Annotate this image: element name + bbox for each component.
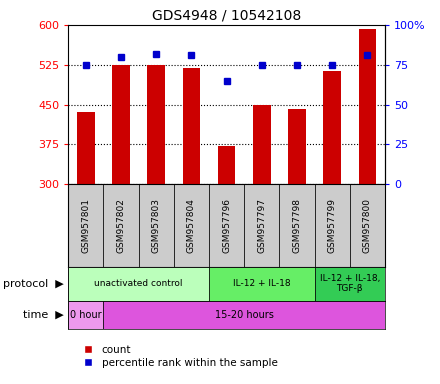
Bar: [68, 184, 103, 267]
Bar: [103, 301, 385, 329]
Bar: [244, 184, 279, 267]
Text: IL-12 + IL-18: IL-12 + IL-18: [233, 279, 290, 288]
Bar: [139, 184, 174, 267]
Text: IL-12 + IL-18,
TGF-β: IL-12 + IL-18, TGF-β: [319, 274, 380, 293]
Bar: [350, 184, 385, 267]
Bar: [209, 267, 315, 301]
Text: GSM957797: GSM957797: [257, 198, 266, 253]
Text: GSM957801: GSM957801: [81, 198, 90, 253]
Bar: [183, 68, 200, 184]
Bar: [359, 29, 376, 184]
Bar: [323, 71, 341, 184]
Bar: [68, 301, 103, 329]
Text: 15-20 hours: 15-20 hours: [215, 310, 274, 320]
Bar: [253, 104, 271, 184]
Bar: [112, 65, 130, 184]
Bar: [174, 184, 209, 267]
Text: 0 hour: 0 hour: [70, 310, 102, 320]
Text: GSM957800: GSM957800: [363, 198, 372, 253]
Bar: [77, 111, 95, 184]
Text: GSM957802: GSM957802: [117, 198, 125, 253]
Text: GSM957796: GSM957796: [222, 198, 231, 253]
Bar: [288, 109, 306, 184]
Bar: [147, 65, 165, 184]
Bar: [218, 146, 235, 184]
Text: protocol  ▶: protocol ▶: [3, 279, 64, 289]
Text: GSM957804: GSM957804: [187, 198, 196, 253]
Text: time  ▶: time ▶: [23, 310, 64, 320]
Title: GDS4948 / 10542108: GDS4948 / 10542108: [152, 8, 301, 22]
Text: GSM957798: GSM957798: [293, 198, 301, 253]
Text: unactivated control: unactivated control: [94, 279, 183, 288]
Bar: [103, 184, 139, 267]
Bar: [315, 184, 350, 267]
Bar: [209, 184, 244, 267]
Bar: [68, 267, 209, 301]
Bar: [279, 184, 315, 267]
Text: GSM957803: GSM957803: [152, 198, 161, 253]
Bar: [315, 267, 385, 301]
Text: GSM957799: GSM957799: [328, 198, 337, 253]
Legend: count, percentile rank within the sample: count, percentile rank within the sample: [73, 341, 282, 372]
